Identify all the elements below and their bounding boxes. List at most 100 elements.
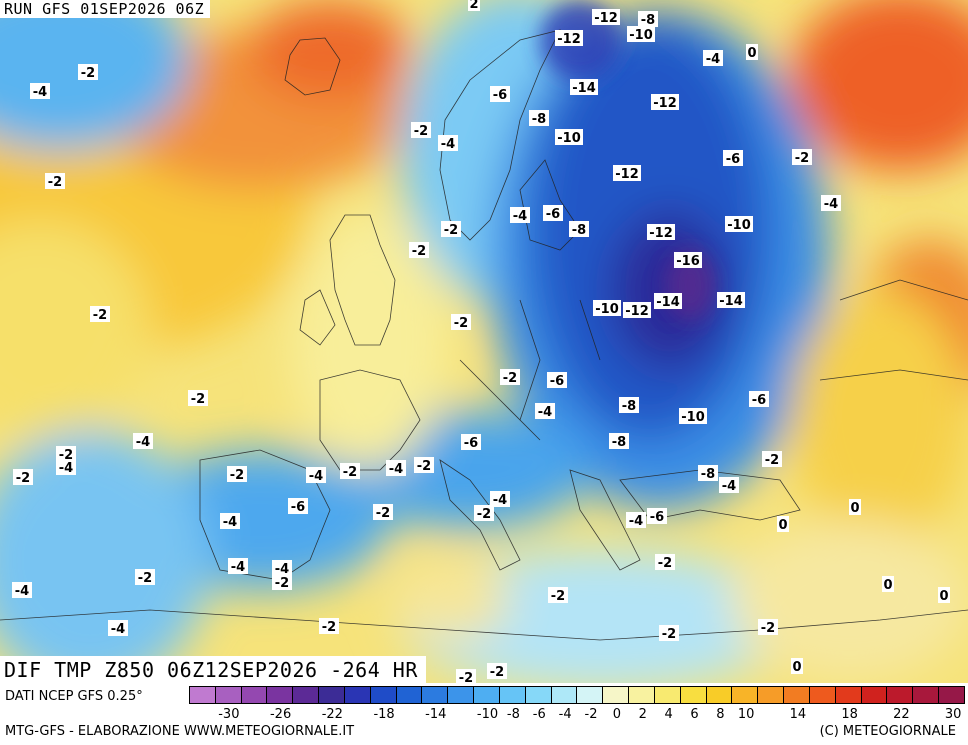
anomaly-value-label: 0	[777, 516, 789, 533]
scale-swatch	[887, 687, 914, 703]
anomaly-value-label: -2	[45, 173, 65, 190]
anomaly-value-label: -2	[456, 669, 476, 683]
scale-swatch	[603, 687, 630, 703]
svg-text:-10: -10	[629, 28, 653, 43]
anomaly-value-label: -4	[510, 207, 530, 224]
anomaly-value-label: -2	[441, 221, 461, 238]
anomaly-value-label: -12	[555, 30, 583, 47]
legend-footer: DATI NCEP GFS 0.25° -30 -26 -22 -18 -14 -10 -8…	[0, 683, 968, 745]
anomaly-value-label: -14	[717, 292, 745, 309]
scale-swatch	[732, 687, 759, 703]
anomaly-value-label: -4	[386, 460, 406, 477]
scale-swatch	[680, 687, 707, 703]
anomaly-value-label: -4	[108, 620, 128, 637]
svg-text:0: 0	[939, 589, 948, 604]
scale-swatch	[448, 687, 475, 703]
svg-text:-10: -10	[727, 218, 751, 233]
svg-text:-4: -4	[629, 514, 643, 529]
scale-tick-label: 10	[737, 707, 755, 722]
scale-tick-label: -26	[269, 707, 292, 722]
svg-text:-2: -2	[658, 556, 672, 571]
data-source: DATI NCEP GFS 0.25°	[5, 689, 143, 704]
svg-text:-4: -4	[493, 493, 507, 508]
svg-text:-4: -4	[706, 52, 720, 67]
anomaly-value-label: -6	[547, 372, 567, 389]
anomaly-value-label: -4	[719, 477, 739, 494]
svg-text:-4: -4	[722, 479, 736, 494]
anomaly-value-label: -12	[647, 224, 675, 241]
anomaly-value-label: -2	[319, 618, 339, 635]
svg-text:-2: -2	[795, 151, 809, 166]
svg-text:-2: -2	[48, 175, 62, 190]
anomaly-value-label: -4	[272, 560, 292, 577]
svg-text:-2: -2	[81, 66, 95, 81]
scale-swatch	[913, 687, 940, 703]
anomaly-value-label: -2	[474, 505, 494, 522]
anomaly-value-label: -2	[78, 64, 98, 81]
scale-swatch	[758, 687, 785, 703]
svg-text:-4: -4	[223, 515, 237, 530]
anomaly-value-label: -8	[529, 110, 549, 127]
svg-text:-2: -2	[551, 589, 565, 604]
svg-text:-4: -4	[59, 461, 73, 476]
anomaly-value-label: -2	[227, 466, 247, 483]
svg-text:-14: -14	[719, 294, 743, 309]
svg-text:-4: -4	[513, 209, 527, 224]
svg-text:-4: -4	[33, 85, 47, 100]
svg-text:-2: -2	[503, 371, 517, 386]
scale-swatch	[784, 687, 810, 703]
svg-text:-14: -14	[572, 81, 596, 96]
anomaly-value-label: -2	[340, 463, 360, 480]
svg-text:0: 0	[883, 578, 892, 593]
scale-tick-label: -22	[321, 707, 343, 722]
svg-text:-2: -2	[322, 620, 336, 635]
scale-swatch	[267, 687, 294, 703]
anomaly-value-label: -8	[569, 221, 589, 238]
scale-swatch	[809, 687, 836, 703]
anomaly-value-label: 2	[468, 0, 480, 12]
anomaly-value-label: -16	[674, 252, 702, 269]
svg-text:-2: -2	[414, 124, 428, 139]
scale-swatch	[396, 687, 423, 703]
anomaly-value-label: -8	[609, 433, 629, 450]
anomaly-value-label: -2	[655, 554, 675, 571]
svg-text:-12: -12	[594, 11, 618, 26]
anomaly-value-label: 0	[938, 587, 950, 604]
anomaly-value-label: -6	[288, 498, 308, 515]
anomaly-value-label: -12	[592, 9, 620, 26]
anomaly-value-label: -2	[411, 122, 431, 139]
svg-text:-2: -2	[412, 244, 426, 259]
scale-tick-label: -6	[532, 707, 546, 722]
temperature-anomaly-map: -2-4-2-2-4-6-8-12 -8-10-12-4 0-14-12-10-6-…	[0, 0, 968, 683]
scale-swatch	[215, 687, 242, 703]
svg-text:-2: -2	[765, 453, 779, 468]
svg-text:-2: -2	[376, 506, 390, 521]
svg-text:-12: -12	[615, 167, 639, 182]
anomaly-value-label: -4	[220, 513, 240, 530]
anomaly-value-label: -4	[490, 491, 510, 508]
anomaly-value-label: -2	[487, 663, 507, 680]
svg-text:-16: -16	[676, 254, 700, 269]
svg-text:-10: -10	[557, 131, 581, 146]
anomaly-value-label: -8	[698, 465, 718, 482]
scale-tick-label: 4	[664, 707, 673, 722]
svg-text:-2: -2	[761, 621, 775, 636]
color-scale-bar	[189, 686, 965, 704]
scale-swatch	[654, 687, 681, 703]
svg-text:-2: -2	[459, 671, 473, 683]
anomaly-value-label: -4	[306, 467, 326, 484]
anomaly-value-label: -12	[651, 94, 679, 111]
svg-text:-6: -6	[752, 393, 766, 408]
scale-tick-label: 22	[893, 707, 910, 722]
anomaly-value-label: -14	[570, 79, 598, 96]
svg-text:-4: -4	[231, 560, 245, 575]
anomaly-value-label: -8	[638, 11, 658, 28]
anomaly-value-label: -10	[679, 408, 707, 425]
svg-text:-6: -6	[726, 152, 740, 167]
scale-swatch	[474, 687, 500, 703]
anomaly-value-label: 0	[882, 576, 894, 593]
scale-tick-label: -2	[584, 707, 598, 722]
anomaly-value-label: -4	[703, 50, 723, 67]
svg-text:-2: -2	[138, 571, 152, 586]
svg-text:-2: -2	[454, 316, 468, 331]
